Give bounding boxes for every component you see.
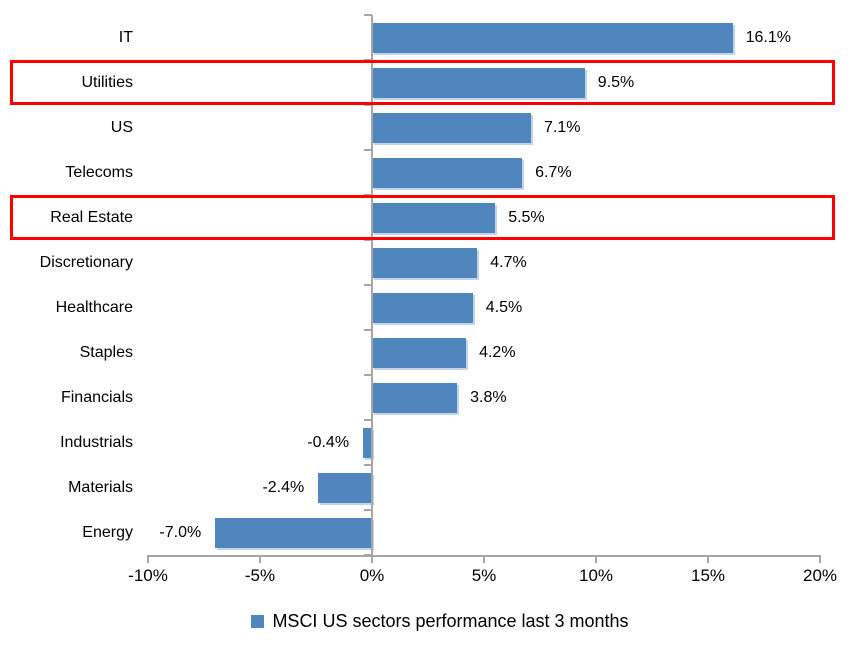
value-label: 6.7% bbox=[535, 164, 572, 181]
bar bbox=[372, 337, 467, 368]
value-label: 3.8% bbox=[470, 389, 507, 406]
x-axis-tick bbox=[819, 555, 821, 563]
bar bbox=[372, 157, 523, 188]
value-label: 4.7% bbox=[490, 254, 527, 271]
bar bbox=[372, 22, 733, 53]
category-axis-tick bbox=[364, 14, 372, 16]
legend-swatch-icon bbox=[251, 615, 265, 628]
bar bbox=[363, 427, 372, 458]
value-label: 4.2% bbox=[479, 344, 516, 361]
category-label: Energy bbox=[82, 524, 133, 541]
bar bbox=[372, 67, 585, 98]
value-label: 16.1% bbox=[745, 29, 791, 46]
x-axis-tick-label: 15% bbox=[690, 566, 726, 585]
category-axis-tick bbox=[364, 239, 372, 241]
category-label: IT bbox=[118, 29, 133, 46]
category-label: Discretionary bbox=[39, 254, 133, 271]
category-axis-tick bbox=[364, 59, 372, 61]
x-axis-tick-label: 0% bbox=[359, 566, 385, 585]
value-label: -0.4% bbox=[307, 434, 350, 451]
bar bbox=[372, 292, 473, 323]
bar bbox=[318, 472, 372, 503]
value-label: -2.4% bbox=[262, 479, 305, 496]
bar bbox=[372, 202, 496, 233]
value-label: 4.5% bbox=[485, 299, 523, 316]
x-axis-tick-label: -10% bbox=[128, 566, 168, 585]
x-axis-tick-label: 10% bbox=[578, 566, 614, 585]
category-label: Materials bbox=[68, 479, 133, 496]
x-axis-tick bbox=[371, 555, 373, 563]
category-label: Utilities bbox=[81, 74, 133, 91]
x-axis-tick bbox=[595, 555, 597, 563]
category-axis-tick bbox=[364, 329, 372, 331]
value-label: 7.1% bbox=[544, 119, 581, 136]
bar bbox=[215, 517, 372, 548]
bar bbox=[372, 382, 458, 413]
x-axis-tick-label: -5% bbox=[244, 566, 276, 585]
category-label: Staples bbox=[79, 344, 133, 361]
category-axis-tick bbox=[364, 374, 372, 376]
category-axis-tick bbox=[364, 284, 372, 286]
category-axis-tick bbox=[364, 194, 372, 196]
x-axis-tick-label: 5% bbox=[471, 566, 497, 585]
x-axis-tick bbox=[147, 555, 149, 563]
category-label: Industrials bbox=[60, 434, 133, 451]
category-label: Telecoms bbox=[65, 164, 133, 181]
x-axis-tick bbox=[707, 555, 709, 563]
legend: MSCI US sectors performance last 3 month… bbox=[14, 611, 852, 632]
category-label: Real Estate bbox=[50, 209, 133, 226]
category-axis-tick bbox=[364, 149, 372, 151]
category-label: Healthcare bbox=[55, 299, 133, 316]
x-axis-tick-label: 20% bbox=[802, 566, 838, 585]
value-label: 9.5% bbox=[597, 74, 635, 91]
x-axis-tick bbox=[483, 555, 485, 563]
category-axis-tick bbox=[364, 509, 372, 511]
category-axis-tick bbox=[364, 104, 372, 106]
value-label: 5.5% bbox=[508, 209, 545, 226]
bar bbox=[372, 247, 478, 278]
category-axis-line bbox=[371, 15, 373, 555]
category-label: Financials bbox=[60, 389, 133, 406]
value-label: -7.0% bbox=[159, 524, 202, 541]
category-label: US bbox=[110, 119, 133, 136]
x-axis-tick bbox=[259, 555, 261, 563]
category-axis-tick bbox=[364, 554, 372, 556]
category-axis-tick bbox=[364, 419, 372, 421]
legend-label: MSCI US sectors performance last 3 month… bbox=[272, 611, 629, 631]
bar bbox=[372, 112, 532, 143]
category-axis-tick bbox=[364, 464, 372, 466]
